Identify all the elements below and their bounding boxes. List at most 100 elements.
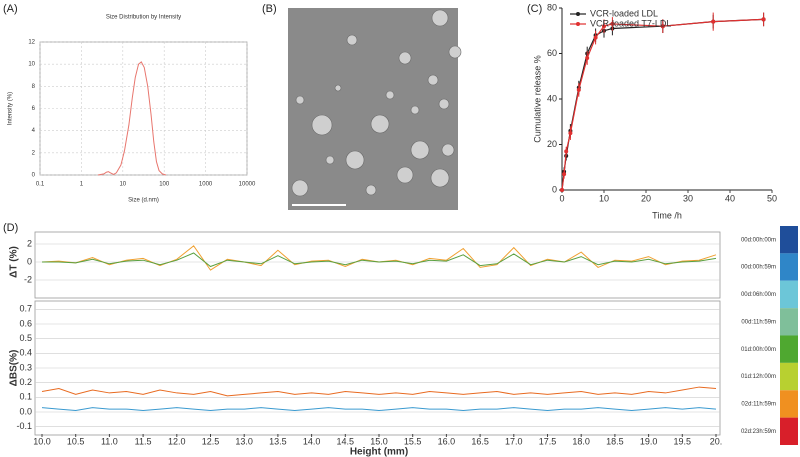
x-tick-label: 10	[119, 182, 126, 188]
x-tick-label: 10.0	[33, 436, 51, 446]
legend-marker	[576, 22, 580, 26]
panel-label: (A)	[3, 3, 18, 15]
data-point	[660, 24, 665, 29]
colorbar-label: 01d:12h:00m	[741, 374, 776, 380]
legend-marker	[576, 12, 580, 16]
data-point	[593, 35, 598, 40]
legend-label: VCR-loaded LDL	[590, 8, 658, 18]
x-tick-label: 12.0	[168, 436, 186, 446]
x-tick-label: 12.5	[202, 436, 220, 446]
particles	[291, 9, 462, 197]
x-tick-label: 1	[80, 182, 84, 188]
y-tick-label: 2	[32, 150, 36, 156]
panel-3: (D) -2 0 2 ΔT (%)	[3, 222, 721, 299]
x-axis-label: Time /h	[652, 210, 682, 220]
x-tick-label: 18.0	[572, 436, 590, 446]
data-point	[602, 24, 606, 29]
y-tick-label: -2	[24, 274, 32, 284]
x-tick-label: 50	[767, 193, 777, 203]
y-axis-label: Intensity (%)	[8, 92, 14, 125]
plot-frame	[39, 41, 248, 176]
data-line	[42, 252, 717, 268]
y-tick-label: 80	[547, 2, 557, 12]
x-tick-label: 18.5	[606, 436, 624, 446]
x-tick-label: 19.5	[674, 436, 692, 446]
y-tick-label: 0.6	[19, 318, 32, 328]
data-point	[761, 17, 766, 22]
x-tick-label: 11.0	[101, 436, 118, 446]
y-tick-label: 0	[552, 184, 557, 194]
colorbar-swatch	[780, 253, 798, 281]
data-line	[97, 61, 167, 176]
y-tick-label: 0.0	[19, 406, 32, 416]
colorbar-label: 02d:23h:59m	[741, 429, 776, 435]
x-tick-label: 13.5	[269, 436, 287, 446]
y-axis-label: ΔT (%)	[9, 246, 20, 278]
data-line	[41, 407, 717, 412]
data-point	[711, 19, 716, 24]
data-point	[585, 56, 590, 61]
data-point	[568, 131, 573, 136]
legend-label: VCR-loaded T7-LDL	[590, 18, 671, 28]
x-tick-label: 30	[683, 193, 693, 203]
panel-2: (C) 0 20 40 60 80 0 10 20 30 40 50 VCR-loaded LDLVCR…	[527, 2, 777, 220]
x-tick-label: 20	[641, 193, 651, 203]
x-tick-label: 14.0	[303, 436, 321, 446]
y-tick-label: -0.1	[16, 421, 32, 431]
colorbar-label: 00d:00h:00m	[741, 237, 776, 243]
x-tick-label: 11.5	[135, 436, 152, 446]
data-line	[561, 18, 764, 191]
y-tick-label: 60	[547, 48, 557, 58]
data-point	[576, 87, 581, 92]
y-tick-label: 10	[28, 62, 35, 68]
colorbar-label: 02d:11h:59m	[741, 402, 776, 408]
panel-4: -0.1 0.0 0.1 0.2 0.3 0.4 0.5 0.6 0.7 10.0 10.5 11.0…	[9, 226, 798, 457]
data-point	[564, 149, 569, 154]
y-tick-label: 0.1	[19, 392, 32, 402]
y-tick-label: 0.3	[19, 362, 32, 372]
x-tick-label: 15.0	[370, 436, 388, 446]
x-tick-label: 14.5	[337, 436, 355, 446]
colorbar-label: 00d:06h:00m	[741, 292, 776, 298]
x-tick-label: 17.0	[505, 436, 523, 446]
x-tick-label: 16.5	[471, 436, 489, 446]
y-tick-label: 20	[547, 139, 557, 149]
data-point	[560, 188, 564, 192]
plot-frame	[34, 231, 721, 299]
x-tick-label: 10000	[239, 182, 256, 188]
y-tick-label: 4	[32, 128, 36, 134]
x-tick-label: 16.0	[438, 436, 456, 446]
colorbar-swatch	[780, 417, 798, 445]
y-tick-label: 0.2	[19, 377, 32, 387]
tem-image	[288, 8, 462, 210]
y-axis-label: Cumulative release %	[532, 55, 542, 143]
colorbar-swatch	[780, 362, 798, 391]
y-tick-label: 0.4	[19, 348, 32, 358]
y-tick-label: 6	[32, 106, 36, 112]
panel-label: (B)	[262, 3, 277, 15]
y-tick-label: 2	[27, 238, 32, 248]
y-axis-label: ΔBS(%)	[9, 350, 20, 387]
chart-title: Size Distribution by Intensity	[106, 15, 181, 21]
colorbar-label: 00d:11h:59m	[741, 319, 776, 325]
x-tick-label: 19.0	[640, 436, 658, 446]
data-point	[610, 21, 615, 26]
x-tick-label: 10	[599, 193, 609, 203]
panel-label: (D)	[3, 222, 18, 234]
x-tick-label: 15.5	[404, 436, 422, 446]
x-axis-label: Height (mm)	[350, 447, 408, 457]
y-tick-label: 40	[547, 93, 557, 103]
y-tick-label: 0	[32, 173, 36, 179]
colorbar-swatch	[780, 226, 798, 254]
x-tick-label: 0	[559, 193, 564, 203]
colorbar-label: 00d:00h:59m	[741, 265, 776, 271]
colorbar-label: 01d:00h:00m	[741, 347, 776, 353]
x-axis-label: Size (d.nm)	[128, 198, 159, 204]
y-tick-label: 0.7	[19, 304, 32, 314]
y-tick-label: 12	[28, 40, 35, 46]
colorbar-swatch	[780, 335, 798, 363]
panel-1: (B)	[262, 3, 277, 15]
panel-label: (C)	[527, 3, 542, 15]
panel-0: (A) 0 2 4 6 8 10 12 0.1 1 10 100 1000 10000 Size Distr…	[3, 3, 256, 204]
